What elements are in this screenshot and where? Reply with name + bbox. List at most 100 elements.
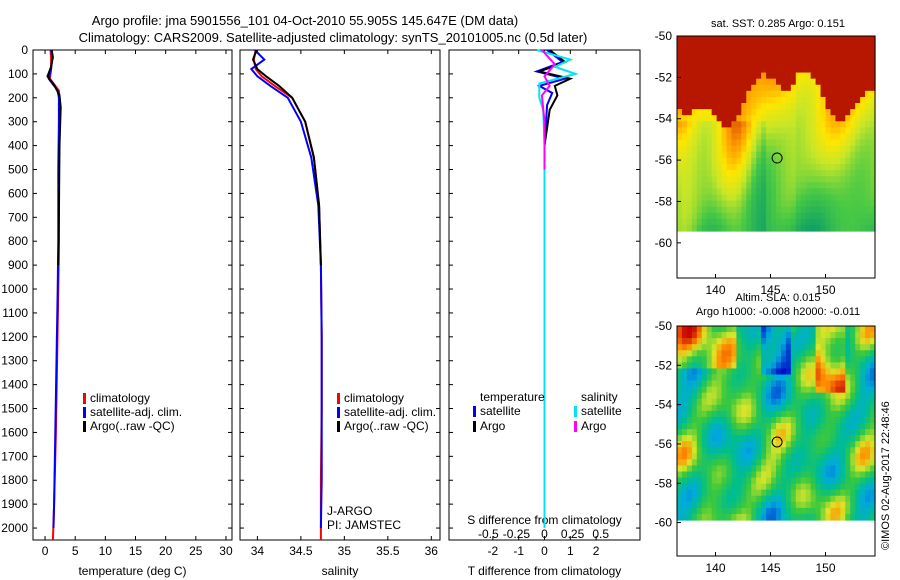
map-cell xyxy=(870,133,876,141)
map-cell xyxy=(815,90,822,98)
map-cell xyxy=(771,54,777,61)
map-cell xyxy=(830,332,836,339)
map-cell xyxy=(780,477,787,485)
map-cell xyxy=(845,36,851,43)
map-cell xyxy=(790,163,797,171)
map-cell xyxy=(845,121,851,128)
map-cell xyxy=(805,212,812,220)
map-cell xyxy=(845,368,851,376)
map-cell xyxy=(860,54,866,61)
map-cell xyxy=(716,453,723,460)
map-cell xyxy=(850,459,856,467)
map-cell xyxy=(805,495,812,503)
map-cell xyxy=(726,435,733,442)
map-cell xyxy=(766,163,772,171)
map-cell xyxy=(701,145,708,153)
map-cell xyxy=(701,465,708,473)
map-cell xyxy=(800,477,807,485)
map-cell xyxy=(681,224,688,232)
map-cell xyxy=(865,423,871,430)
map-cell xyxy=(780,127,787,135)
series-line-argo-raw-qc- xyxy=(251,49,322,266)
map-cell xyxy=(795,423,802,430)
map-cell xyxy=(771,477,777,485)
map-cell xyxy=(820,188,827,196)
map-cell xyxy=(776,350,782,357)
map-cell xyxy=(766,115,772,122)
map-cell xyxy=(711,368,718,376)
map-cell xyxy=(795,338,802,345)
map-cell xyxy=(756,84,762,92)
map-cell xyxy=(795,453,802,460)
map-cell xyxy=(805,404,812,412)
map-cell xyxy=(691,453,698,460)
map-cell xyxy=(840,121,846,128)
map-cell xyxy=(756,513,762,521)
map-cell xyxy=(701,380,708,388)
map-cell xyxy=(800,459,807,467)
map-cell xyxy=(795,404,802,412)
map-cell xyxy=(815,151,822,159)
map-cell xyxy=(785,447,792,454)
map-cell xyxy=(761,404,767,412)
map-cell xyxy=(855,338,861,345)
map-cell xyxy=(771,36,777,43)
top-x-tick-label: 0.5 xyxy=(592,527,609,541)
map-cell xyxy=(677,194,683,202)
map-cell xyxy=(865,429,871,436)
map-cell xyxy=(696,84,703,92)
map-cell xyxy=(776,42,782,49)
map-cell xyxy=(860,188,866,196)
x-tick-label: 1 xyxy=(567,544,574,558)
map-cell xyxy=(830,224,836,232)
map-cell xyxy=(756,495,762,503)
map-cell xyxy=(681,362,688,370)
map-cell xyxy=(716,127,723,135)
map-cell xyxy=(691,145,698,153)
legend-temperature-header: temperature xyxy=(480,390,545,404)
map-cell xyxy=(840,513,846,521)
map-cell xyxy=(756,404,762,412)
map-cell xyxy=(860,374,866,382)
map-cell xyxy=(800,145,807,153)
map-cell xyxy=(815,96,822,104)
map-cell xyxy=(726,36,733,43)
map-cell xyxy=(780,356,787,363)
map-cell xyxy=(686,127,693,135)
map-cell xyxy=(677,78,683,86)
map-cell xyxy=(716,398,723,406)
map-cell xyxy=(677,447,683,454)
map-cell xyxy=(870,42,876,49)
legend-s-satellite-label: satellite xyxy=(581,404,622,418)
salinity-annotation-pi: PI: JAMSTEC xyxy=(327,518,401,532)
map-cell xyxy=(677,163,683,171)
map-cell xyxy=(721,194,728,202)
map-cell xyxy=(736,477,742,485)
map-cell xyxy=(766,96,772,104)
map-cell xyxy=(825,206,832,214)
map-cell xyxy=(805,386,812,394)
map-cell xyxy=(766,212,772,220)
map-cell xyxy=(790,398,797,406)
map-cell xyxy=(810,84,817,92)
map-cell xyxy=(825,218,832,226)
map-cell xyxy=(835,163,841,171)
map-cell xyxy=(766,48,772,55)
map-cell xyxy=(721,326,728,333)
map-cell xyxy=(696,495,703,503)
map-cell xyxy=(835,96,841,104)
map-cell xyxy=(785,326,792,333)
map-cell xyxy=(795,96,802,104)
map-cell xyxy=(706,212,713,220)
map-cell xyxy=(691,507,698,515)
map-cell xyxy=(766,350,772,357)
map-cell xyxy=(870,368,876,376)
map-cell xyxy=(766,374,772,382)
map-cell xyxy=(830,483,836,491)
map-cell xyxy=(771,380,777,388)
map-cell xyxy=(771,224,777,232)
map-cell xyxy=(716,404,723,412)
map-cell xyxy=(746,453,752,460)
map-cell xyxy=(726,145,733,153)
